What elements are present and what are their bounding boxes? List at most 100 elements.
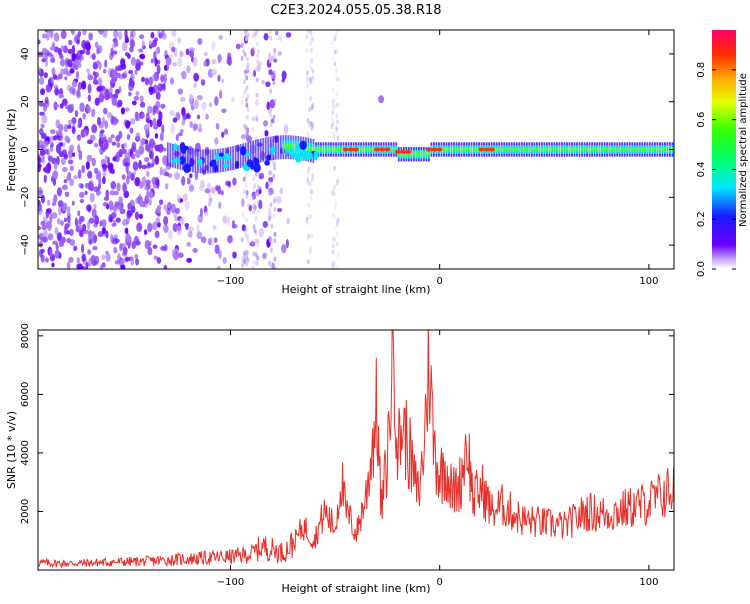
streak-blob [270, 247, 273, 253]
signal-band-core [583, 147, 586, 152]
noise-blob [84, 190, 88, 196]
streak-blob [309, 30, 313, 36]
bottom-x-axis-label: Height of straight line (km) [281, 582, 430, 595]
streak-blob [311, 173, 315, 179]
noise-blob [71, 200, 75, 206]
colorbar-tick-label: 0.8 [696, 62, 707, 78]
streak-blob [335, 241, 339, 247]
noise-blob [125, 107, 130, 112]
noise-blob [218, 201, 222, 209]
noise-blob [91, 52, 96, 61]
peak-spot [342, 147, 349, 152]
noise-blob [76, 263, 80, 269]
noise-blob [166, 208, 171, 215]
noise-blob [94, 97, 100, 106]
streak-blob [273, 161, 277, 167]
signal-band-core [397, 152, 400, 157]
streak-blob [335, 68, 338, 74]
noise-blob [101, 219, 107, 228]
noise-blob [125, 216, 130, 225]
streak-blob [335, 180, 339, 186]
noise-blob [111, 77, 116, 84]
noise-blob [68, 144, 75, 153]
noise-blob [156, 257, 162, 264]
peak-spot [405, 149, 412, 154]
noise-blob [121, 251, 128, 257]
noise-blob [212, 225, 217, 230]
noise-blob [45, 85, 52, 93]
signal-band-core [505, 147, 508, 152]
streak-blob [334, 76, 338, 82]
noise-blob [97, 77, 103, 86]
noise-blob [148, 150, 154, 160]
noise-blob [196, 223, 200, 234]
noise-blob [59, 103, 64, 109]
noise-blob [93, 75, 97, 84]
signal-blob [290, 152, 297, 159]
noise-blob [77, 169, 82, 180]
noise-blob [278, 35, 283, 42]
streak-blob [252, 176, 256, 182]
noise-blob [148, 198, 152, 206]
streak-blob [273, 165, 277, 171]
streak-blob [333, 205, 337, 211]
noise-blob [271, 73, 276, 79]
streak-blob [252, 209, 256, 215]
peak-spot [353, 147, 359, 152]
streak-blob [255, 115, 259, 121]
noise-blob [138, 159, 142, 170]
noise-blob [71, 126, 76, 134]
streak-blob [272, 173, 276, 179]
signal-band-core [523, 147, 526, 152]
noise-blob [189, 47, 195, 52]
noise-blob [58, 93, 65, 99]
noise-blob [85, 261, 89, 269]
top-y-tick-label: −40 [20, 235, 31, 256]
colorbar-tick-label: 0.2 [696, 211, 707, 227]
streak-blob [270, 74, 274, 80]
noise-blob [145, 179, 151, 185]
noise-blob [67, 124, 72, 130]
signal-band-outer [257, 139, 260, 164]
signal-band-core [656, 147, 659, 152]
noise-blob [57, 200, 64, 208]
signal-band-core [621, 147, 624, 152]
signal-band-outer [207, 149, 209, 174]
streak-blob [310, 58, 314, 64]
streak-blob [242, 189, 246, 195]
streak-blob [334, 67, 338, 73]
streak-blob [331, 98, 335, 104]
signal-band-core [520, 147, 523, 152]
noise-blob [61, 98, 68, 106]
noise-blob [134, 69, 138, 76]
noise-blob [131, 141, 137, 151]
signal-band-core [606, 147, 609, 152]
noise-blob [197, 38, 203, 46]
signal-band-core [633, 147, 636, 152]
colorbar-gradient [712, 30, 736, 269]
signal-band-outer [166, 142, 169, 167]
noise-blob [98, 61, 102, 70]
noise-blob [174, 207, 181, 215]
signal-band-core [593, 147, 596, 152]
noise-blob [164, 183, 169, 190]
noise-blob [63, 217, 68, 222]
noise-blob [170, 123, 176, 134]
noise-blob [77, 225, 83, 231]
noise-blob [171, 248, 176, 258]
streak-blob [267, 236, 271, 242]
noise-blob [255, 192, 260, 197]
signal-band-core [613, 147, 616, 152]
noise-blob [171, 30, 177, 37]
streak-blob [330, 39, 334, 45]
streak-blob [245, 217, 248, 223]
streak-blob [333, 215, 337, 221]
noise-blob [205, 113, 209, 120]
streak-blob [306, 235, 310, 241]
streak-blob [246, 56, 249, 62]
signal-band-outer [176, 145, 179, 170]
noise-blob [71, 52, 77, 62]
streak-blob [251, 195, 255, 201]
noise-blob [190, 105, 195, 111]
noise-blob [102, 107, 108, 115]
